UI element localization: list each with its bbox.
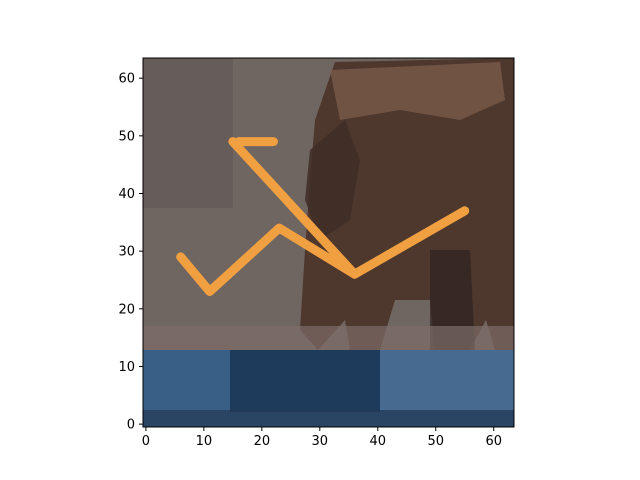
water-light-right (380, 350, 514, 410)
x-tick-label: 10 (196, 434, 213, 449)
x-tick-label: 20 (254, 434, 271, 449)
x-tick-label: 50 (427, 434, 444, 449)
bear-back-highlight (330, 62, 505, 120)
rock-shade-left (143, 58, 233, 208)
pixelated-photo (143, 58, 514, 427)
y-tick-label: 60 (118, 72, 135, 87)
y-tick-label: 20 (118, 302, 135, 317)
shore-strip (143, 326, 514, 350)
y-tick-label: 40 (118, 187, 135, 202)
pose-line-diagonal (228, 137, 360, 279)
pose-line-main (176, 206, 470, 297)
axes-frame (142, 57, 515, 428)
y-tick-label: 10 (118, 360, 135, 375)
x-tick-label: 40 (370, 434, 387, 449)
bear-head (305, 120, 360, 240)
y-tick-label: 0 (127, 418, 135, 433)
x-tick-label: 60 (485, 434, 502, 449)
water-dark-bottom (143, 410, 514, 427)
y-tick-label: 50 (118, 129, 135, 144)
y-tick-label: 30 (118, 245, 135, 260)
y-axis-ticks: 0 10 20 30 40 50 60 (118, 72, 143, 433)
x-axis-ticks: 0 10 20 30 40 50 60 (142, 427, 502, 449)
x-tick-label: 30 (312, 434, 329, 449)
x-tick-label: 0 (142, 434, 150, 449)
water-dark-left (230, 350, 380, 412)
bear-leg-shadow (430, 250, 475, 350)
